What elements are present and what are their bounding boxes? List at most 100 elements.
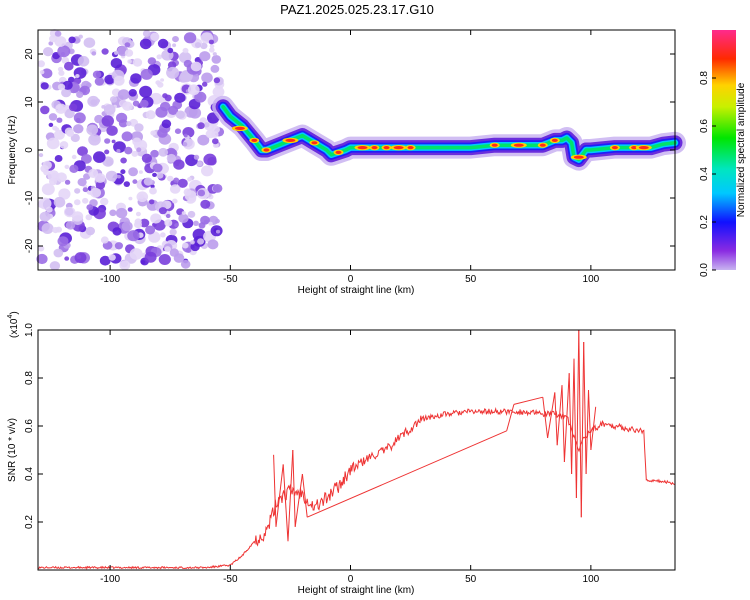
noise-blob — [197, 238, 205, 245]
snr-spike — [583, 341, 587, 475]
noise-blob — [212, 184, 223, 193]
noise-blob — [207, 239, 219, 250]
snr-frame — [37, 329, 676, 571]
noise-blob — [40, 82, 49, 90]
noise-blob — [199, 51, 211, 62]
x-tick-label: 0 — [348, 574, 354, 585]
noise-blob — [142, 30, 151, 37]
noise-blob — [160, 101, 171, 112]
scale-factor-prefix: (x10 — [9, 318, 20, 338]
noise-blob — [169, 228, 177, 236]
colorbar-tick-label: 0.8 — [699, 71, 710, 85]
snr-spike — [273, 454, 277, 527]
noise-blob — [105, 159, 113, 166]
snr-spike — [573, 358, 577, 499]
noise-blob — [74, 199, 81, 206]
noise-blob — [39, 70, 45, 75]
noise-blob — [177, 178, 188, 188]
noise-blob — [167, 175, 174, 182]
noise-blob — [36, 253, 48, 265]
noise-blob — [199, 117, 207, 124]
noise-blob — [81, 154, 92, 164]
noise-blob — [140, 68, 153, 80]
noise-blob — [108, 254, 116, 261]
noise-blob — [59, 141, 69, 149]
noise-blob — [129, 248, 143, 260]
snr-spike — [588, 389, 592, 451]
noise-blob — [132, 179, 138, 184]
noise-blob — [109, 209, 117, 217]
bottom-y-axis-label: SNR (10 * v/v) — [7, 418, 18, 482]
noise-blob — [71, 154, 77, 160]
noise-blob — [40, 105, 50, 115]
noise-blob — [38, 153, 44, 158]
noise-blob — [127, 207, 133, 212]
colorbar-tick-label: 0.2 — [699, 215, 710, 229]
noise-blob — [45, 206, 53, 213]
snr-spike — [590, 406, 597, 451]
noise-blob — [152, 222, 157, 227]
noise-blob — [101, 48, 109, 55]
ridge-peak — [263, 148, 270, 152]
ridge-peak — [407, 146, 414, 150]
noise-blob — [126, 121, 132, 127]
noise-blob — [58, 188, 71, 200]
noise-blob — [87, 95, 100, 107]
noise-blob — [215, 229, 221, 234]
noise-blob — [123, 181, 130, 188]
noise-blob — [76, 91, 84, 98]
noise-blob — [120, 157, 127, 164]
noise-blob — [173, 159, 185, 170]
noise-blob — [94, 77, 105, 86]
noise-blob — [77, 146, 88, 157]
noise-blob — [197, 189, 206, 197]
snr-spike — [561, 385, 565, 463]
noise-blob — [192, 228, 206, 241]
snr-spike — [294, 473, 303, 527]
noise-blob — [165, 213, 171, 219]
noise-blob — [48, 41, 54, 46]
noise-blob — [114, 50, 119, 55]
noise-blob — [134, 218, 142, 225]
noise-blob — [116, 112, 128, 123]
noise-blob — [99, 255, 111, 266]
noise-blob — [68, 103, 78, 112]
snr-spike — [554, 392, 558, 446]
colorbar-ticks: 0.0 0.2 0.4 0.6 0.8 — [699, 71, 716, 277]
noise-blob — [132, 58, 143, 67]
snr-spike — [506, 404, 515, 431]
noise-blob — [158, 147, 169, 157]
noise-blob — [73, 112, 86, 124]
ridge-peak — [393, 146, 404, 150]
colorbar: 0.0 0.2 0.4 0.6 0.8 Normalized spectral ampl… — [699, 30, 747, 277]
noise-blob — [135, 211, 141, 217]
noise-blob — [103, 104, 116, 115]
noise-blob — [150, 184, 155, 189]
noise-blob — [77, 55, 90, 67]
snr-spike — [568, 373, 573, 475]
noise-blob — [61, 88, 72, 98]
noise-blob — [182, 142, 188, 147]
noise-blob — [182, 242, 189, 249]
noise-blob — [174, 92, 186, 103]
ridge-peak — [513, 143, 524, 147]
x-tick-label: 100 — [583, 274, 600, 285]
noise-blob — [211, 55, 222, 64]
y-tick-label: 0.4 — [24, 467, 35, 481]
x-tick-label: -50 — [223, 574, 238, 585]
noise-blob — [172, 43, 177, 48]
noise-blob — [181, 211, 186, 215]
colorbar-label: Normalized spectral amplitude — [736, 82, 747, 217]
x-tick-label: -50 — [223, 274, 238, 285]
noise-blob — [209, 44, 215, 49]
noise-blob — [40, 165, 49, 173]
noise-blob — [145, 225, 156, 235]
noise-blob — [166, 66, 180, 79]
noise-blob — [156, 172, 164, 179]
noise-blob — [164, 219, 173, 227]
noise-blob — [122, 101, 133, 111]
snr-spike — [287, 449, 294, 542]
snr-spike — [307, 430, 507, 518]
ridge-peak — [611, 146, 618, 150]
